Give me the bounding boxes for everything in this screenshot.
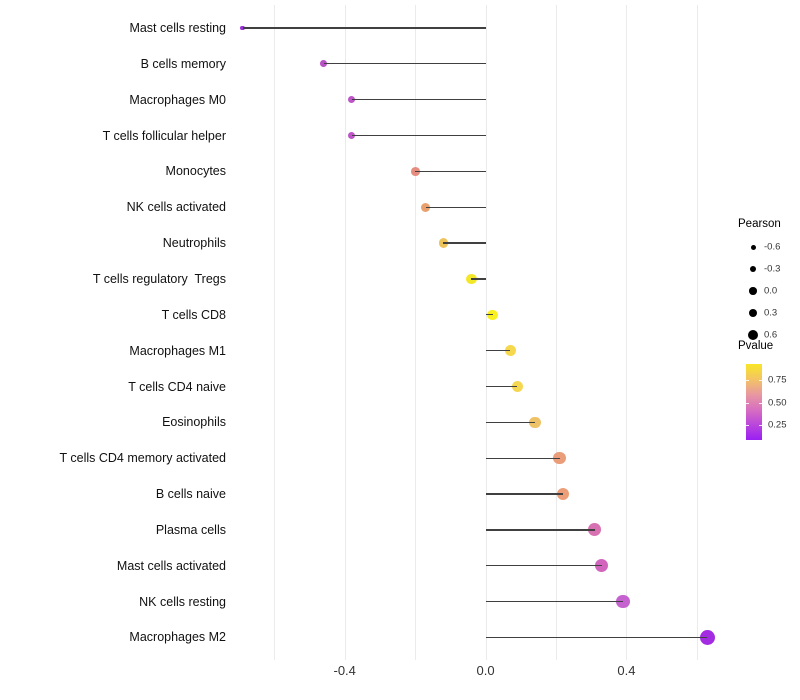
y-axis-label: Macrophages M1: [129, 343, 226, 358]
lollipop-dot: [556, 487, 570, 501]
legend-size-dot: [748, 330, 758, 340]
pvalue-tick-label: 0.75: [768, 374, 787, 386]
x-axis-tick-label: 0.0: [476, 663, 495, 678]
y-axis-label: Mast cells resting: [129, 21, 226, 35]
legend-pvalue-title: Pvalue: [738, 340, 774, 352]
legend-size-label: 0.6: [764, 329, 778, 341]
lollipop-dot: [348, 131, 356, 140]
y-axis-label: Macrophages M0: [129, 92, 226, 107]
lollipop-stem: [425, 206, 486, 208]
legend-size-label: -0.6: [764, 241, 781, 253]
y-axis-label: Macrophages M2: [129, 630, 226, 645]
lollipop-stem: [485, 314, 493, 316]
legend-pearson-title: Pearson: [738, 218, 781, 230]
legend-pearson: Pearson -0.6 -0.3 0.0 0.3 0.6: [738, 218, 800, 346]
lollipop-stem: [485, 421, 535, 423]
y-axis-label: B cells naive: [155, 487, 226, 502]
legend-size-label: -0.3: [764, 263, 781, 275]
lollipop-stem: [485, 350, 511, 352]
legend-pvalue: Pvalue 0.75 0.50 0.25: [738, 340, 800, 460]
legend-size-entry: 0.0: [738, 280, 800, 302]
lollipop-stem: [443, 242, 486, 244]
gridline: [626, 5, 628, 660]
lollipop-stem: [485, 493, 564, 495]
y-axis-label: NK cells activated: [126, 200, 226, 215]
lollipop-dot: [529, 416, 541, 429]
lollipop-stem: [351, 134, 486, 137]
pvalue-gradient-bar: [746, 364, 762, 440]
lollipop-stem: [323, 63, 486, 65]
x-axis-tick-label: -0.4: [333, 663, 356, 678]
y-axis-label: NK cells resting: [139, 594, 226, 609]
y-axis-label: T cells regulatory Tregs: [92, 271, 226, 286]
pvalue-tick-label: 0.50: [768, 397, 787, 408]
legend-size-label: 0.3: [764, 307, 778, 319]
pvalue-bar-tick: [759, 425, 762, 426]
lollipop-stem: [485, 457, 560, 459]
y-axis-label: T cells CD4 naive: [128, 379, 226, 394]
y-axis-label: T cells CD8: [161, 307, 226, 322]
pvalue-bar-tick: [746, 380, 749, 381]
pvalue-bar-tick: [746, 402, 749, 404]
legend-pearson-entries: -0.6 -0.3 0.0 0.3 0.6: [738, 236, 800, 346]
y-axis-label: T cells follicular helper: [102, 128, 226, 143]
legend-size-dot: [748, 308, 758, 318]
lollipop-dot: [588, 523, 602, 537]
legend-size-dot: [749, 287, 757, 295]
lollipop-stem: [485, 385, 518, 388]
y-axis-label: Monocytes: [165, 164, 226, 179]
gridline: [696, 5, 698, 660]
legend-size-entry: -0.6: [738, 236, 800, 258]
legend-size-entry: 0.6: [738, 324, 800, 346]
pvalue-bar-tick: [759, 380, 762, 381]
lollipop-dot: [504, 345, 516, 357]
lollipop-stem: [242, 27, 486, 29]
lollipop-dot: [410, 167, 420, 176]
gridline: [485, 5, 487, 660]
y-axis-label: Mast cells activated: [116, 558, 226, 573]
pvalue-tick-label: 0.25: [768, 419, 787, 431]
lollipop-stem: [485, 600, 623, 603]
lollipop-dot: [487, 309, 498, 321]
gridline: [274, 5, 276, 660]
gridline: [415, 5, 417, 660]
lollipop-stem: [415, 170, 486, 173]
y-axis-label: Plasma cells: [155, 522, 226, 537]
legend-size-dot: [749, 265, 757, 273]
y-axis-label: Neutrophils: [162, 236, 226, 251]
lollipop-dot: [348, 96, 356, 104]
legend-size-dot: [750, 244, 756, 250]
lollipop-dot: [595, 559, 609, 573]
lollipop-stem: [471, 278, 486, 280]
gridline: [344, 5, 346, 660]
lollipop-stem: [485, 636, 708, 639]
legend-size-entry: 0.3: [738, 302, 800, 324]
pvalue-bar-tick: [746, 425, 749, 426]
pvalue-bar-tick: [759, 402, 762, 404]
legend-size-label: 0.0: [764, 285, 778, 297]
legend-size-entry: -0.3: [738, 258, 800, 280]
y-axis-label: Eosinophils: [162, 415, 226, 430]
lollipop-stem: [351, 99, 486, 101]
lollipop-stem: [485, 529, 595, 531]
lollipop-dot: [699, 629, 716, 646]
y-axis-label: T cells CD4 memory activated: [59, 451, 227, 466]
lollipop-stem: [485, 565, 602, 567]
x-axis-tick-label: 0.4: [617, 663, 636, 678]
y-axis-label: B cells memory: [140, 56, 226, 71]
gridline: [556, 5, 557, 660]
